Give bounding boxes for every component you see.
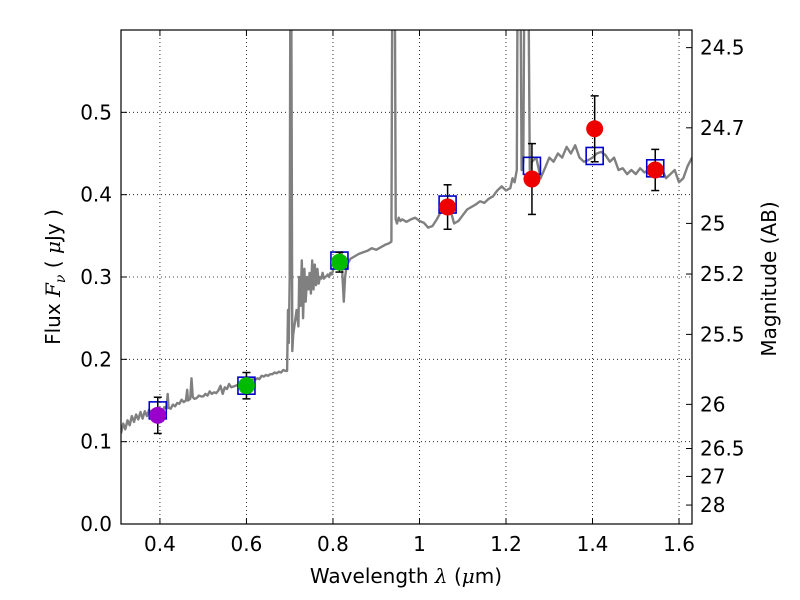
y2-tick-label: 26.5 xyxy=(700,437,745,461)
y-tick-label: 0.3 xyxy=(80,265,112,289)
y2-tick-label: 27 xyxy=(700,464,725,488)
y-tick-label: 0.2 xyxy=(80,347,112,371)
observed-photometry-point xyxy=(330,253,348,271)
y2-axis-title: Magnitude (AB) xyxy=(757,201,781,356)
y-tick-label: 0.0 xyxy=(80,512,112,536)
observed-photometry-point xyxy=(149,406,167,424)
y-axis-title: Flux Fν ( μJy ) xyxy=(41,209,69,345)
y2-tick-label: 25 xyxy=(700,211,725,235)
plot-area xyxy=(121,30,692,435)
observed-photometry-point xyxy=(523,170,541,188)
x-tick-label: 0.6 xyxy=(231,532,263,556)
y2-tick-label: 24.5 xyxy=(700,36,745,60)
x-tick-label: 1.4 xyxy=(577,532,609,556)
observed-photometry-point xyxy=(237,377,255,395)
x-axis-title: Wavelength λ (μm) xyxy=(310,564,502,588)
spectrum-line xyxy=(121,30,692,434)
y-tick-label: 0.5 xyxy=(80,100,112,124)
x-tick-label: 1 xyxy=(413,532,426,556)
y-tick-label: 0.1 xyxy=(80,430,112,454)
y2-tick-label: 28 xyxy=(700,493,725,517)
y2-tick-label: 26 xyxy=(700,392,725,416)
y-tick-label: 0.4 xyxy=(80,183,112,207)
y2-tick-label: 25.2 xyxy=(700,262,745,286)
x-tick-label: 1.6 xyxy=(663,532,695,556)
x-tick-label: 1.2 xyxy=(490,532,522,556)
y2-tick-label: 24.7 xyxy=(700,116,745,140)
x-tick-label: 0.4 xyxy=(144,532,176,556)
observed-photometry-point xyxy=(439,198,457,216)
x-tick-label: 0.8 xyxy=(317,532,349,556)
y2-tick-label: 25.5 xyxy=(700,322,745,346)
ticks: 0.4 0.6 0.8 1 1.2 1.4 1.6 0.0 0.1 0.2 0.3 0.4 0.5 24.… xyxy=(80,30,745,556)
observed-photometry-point xyxy=(586,120,604,138)
observed-photometry-point xyxy=(646,161,664,179)
